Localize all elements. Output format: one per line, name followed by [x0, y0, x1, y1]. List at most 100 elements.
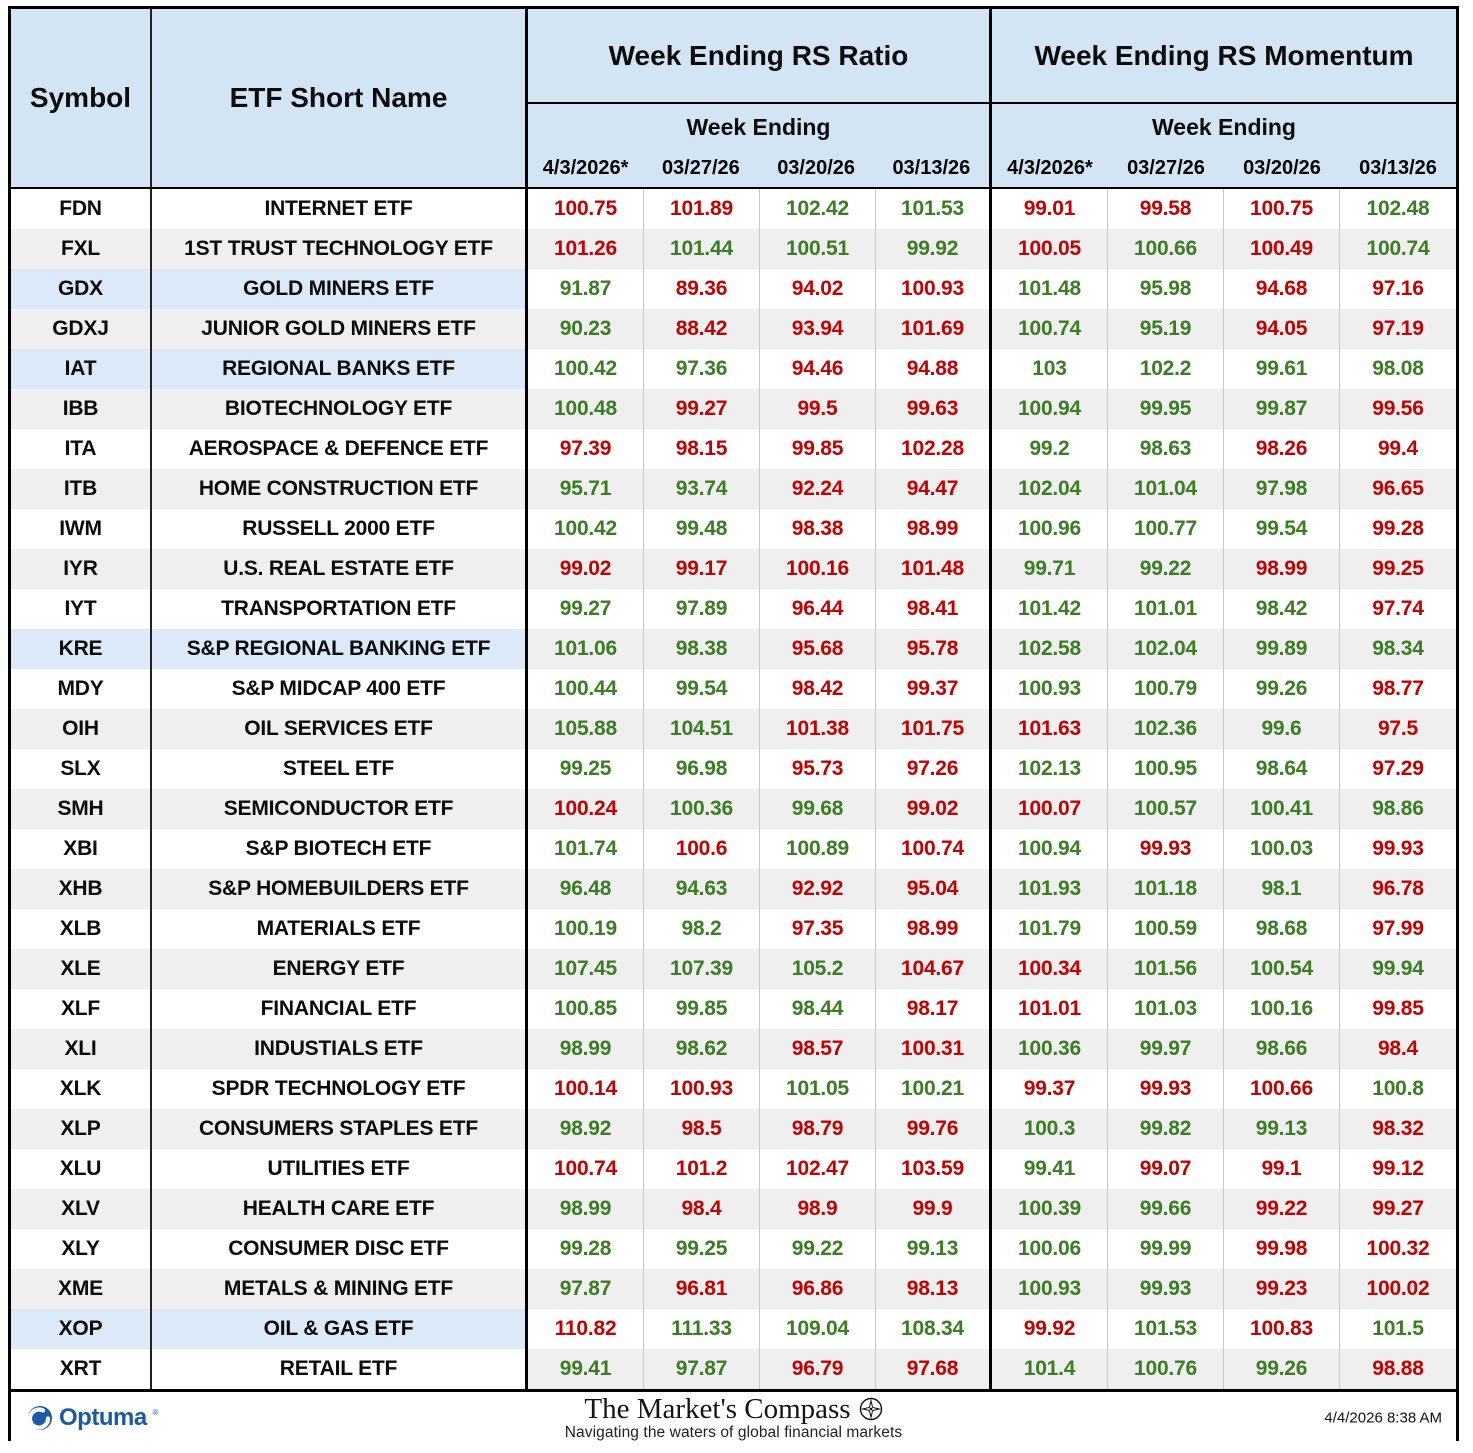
- ratio-value-cell: 104.67: [876, 949, 992, 989]
- momentum-value-cell: 100.74: [1340, 229, 1456, 269]
- ratio-value-cell: 96.48: [528, 869, 644, 909]
- date-column-header: 03/27/26: [661, 157, 740, 179]
- momentum-value-cell: 98.88: [1340, 1349, 1456, 1389]
- ratio-value-cell: 101.06: [528, 629, 644, 669]
- momentum-value-cell: 99.93: [1108, 829, 1224, 869]
- momentum-value-cell: 101.79: [992, 909, 1108, 949]
- ratio-value-cell: 100.85: [528, 989, 644, 1029]
- ratio-value-cell: 98.17: [876, 989, 992, 1029]
- momentum-value-cell: 100.03: [1224, 829, 1340, 869]
- momentum-value-cell: 99.22: [1224, 1189, 1340, 1229]
- momentum-value-cell: 102.13: [992, 749, 1108, 789]
- momentum-value-cell: 97.74: [1340, 589, 1456, 629]
- dates-group: 4/3/2026* 03/27/26 03/20/26 03/13/26: [992, 150, 1456, 187]
- symbol-cell: XME: [11, 1269, 152, 1309]
- symbol-cell: KRE: [11, 629, 152, 669]
- symbol-cell: IYR: [11, 549, 152, 589]
- momentum-value-cell: 100.75: [1224, 189, 1340, 229]
- ratio-value-cell: 99.92: [876, 229, 992, 269]
- ratio-value-cell: 99.02: [876, 789, 992, 829]
- momentum-value-cell: 100.93: [992, 1269, 1108, 1309]
- report-timestamp: 4/4/2026 8:38 AM: [1324, 1409, 1442, 1426]
- momentum-value-cell: 100.8: [1340, 1069, 1456, 1109]
- table-row: IYR U.S. REAL ESTATE ETF 99.02 99.17 100.16 1…: [11, 549, 1456, 589]
- date-column-header: 03/13/26: [892, 157, 971, 179]
- table-row: OIH OIL SERVICES ETF 105.88 104.51 101.38 101…: [11, 709, 1456, 749]
- momentum-value-cell: 100.39: [992, 1189, 1108, 1229]
- table-row: MDY S&P MIDCAP 400 ETF 100.44 99.54 98.42 99.…: [11, 669, 1456, 709]
- symbol-cell: IAT: [11, 349, 152, 389]
- optuma-logo: Optuma ®: [27, 1404, 159, 1432]
- ratio-value-cell: 100.16: [760, 549, 876, 589]
- name-cell: OIL SERVICES ETF: [152, 709, 528, 749]
- momentum-value-cell: 94.05: [1224, 309, 1340, 349]
- ratio-value-cell: 101.05: [760, 1069, 876, 1109]
- momentum-value-cell: 102.58: [992, 629, 1108, 669]
- symbol-cell: OIH: [11, 709, 152, 749]
- week-ending-subheader-momentum: Week Ending: [1152, 113, 1296, 140]
- symbol-column-header: Symbol: [11, 9, 152, 187]
- momentum-value-cell: 97.29: [1340, 749, 1456, 789]
- name-cell: S&P REGIONAL BANKING ETF: [152, 629, 528, 669]
- momentum-value-cell: 100.54: [1224, 949, 1340, 989]
- table-row: FDN INTERNET ETF 100.75 101.89 102.42 101.53 9…: [11, 189, 1456, 229]
- momentum-value-cell: 100.36: [992, 1029, 1108, 1069]
- ratio-value-cell: 98.5: [644, 1109, 760, 1149]
- momentum-value-cell: 100.76: [1108, 1349, 1224, 1389]
- momentum-value-cell: 101.93: [992, 869, 1108, 909]
- momentum-value-cell: 98.99: [1224, 549, 1340, 589]
- momentum-value-cell: 99.58: [1108, 189, 1224, 229]
- name-cell: UTILITIES ETF: [152, 1149, 528, 1189]
- momentum-value-cell: 100.49: [1224, 229, 1340, 269]
- name-cell: S&P MIDCAP 400 ETF: [152, 669, 528, 709]
- ratio-value-cell: 100.51: [760, 229, 876, 269]
- momentum-value-cell: 99.4: [1340, 429, 1456, 469]
- name-cell: SEMICONDUCTOR ETF: [152, 789, 528, 829]
- ratio-value-cell: 98.62: [644, 1029, 760, 1069]
- momentum-value-cell: 99.41: [992, 1149, 1108, 1189]
- ratio-value-cell: 98.4: [644, 1189, 760, 1229]
- table-row: XBI S&P BIOTECH ETF 101.74 100.6 100.89 100.7…: [11, 829, 1456, 869]
- momentum-value-cell: 99.6: [1224, 709, 1340, 749]
- symbol-cell: ITB: [11, 469, 152, 509]
- table-row: XRT RETAIL ETF 99.41 97.87 96.79 97.68 101.4 10…: [11, 1349, 1456, 1389]
- ratio-value-cell: 99.68: [760, 789, 876, 829]
- publisher-title: The Market's Compass: [584, 1393, 851, 1426]
- ratio-value-cell: 97.26: [876, 749, 992, 789]
- table-header: Symbol ETF Short Name Week Ending RS Rat…: [11, 9, 1456, 189]
- ratio-value-cell: 98.99: [876, 909, 992, 949]
- ratio-value-cell: 99.27: [528, 589, 644, 629]
- table-row: GDXJ JUNIOR GOLD MINERS ETF 90.23 88.42 93.9…: [11, 309, 1456, 349]
- ratio-value-cell: 95.78: [876, 629, 992, 669]
- momentum-value-cell: 101.56: [1108, 949, 1224, 989]
- ratio-value-cell: 98.79: [760, 1109, 876, 1149]
- momentum-value-cell: 100.57: [1108, 789, 1224, 829]
- momentum-value-cell: 95.98: [1108, 269, 1224, 309]
- ratio-value-cell: 100.93: [876, 269, 992, 309]
- ratio-value-cell: 100.24: [528, 789, 644, 829]
- table-row: XLU UTILITIES ETF 100.74 101.2 102.47 103.59 9…: [11, 1149, 1456, 1189]
- ratio-value-cell: 91.87: [528, 269, 644, 309]
- ratio-value-cell: 99.27: [644, 389, 760, 429]
- ratio-value-cell: 89.36: [644, 269, 760, 309]
- ratio-value-cell: 99.25: [644, 1229, 760, 1269]
- etf-name-column-header: ETF Short Name: [152, 9, 528, 187]
- momentum-value-cell: 99.37: [992, 1069, 1108, 1109]
- ratio-value-cell: 95.68: [760, 629, 876, 669]
- momentum-value-cell: 101.63: [992, 709, 1108, 749]
- ratio-value-cell: 96.79: [760, 1349, 876, 1389]
- ratio-value-cell: 99.37: [876, 669, 992, 709]
- name-cell: FINANCIAL ETF: [152, 989, 528, 1029]
- ratio-value-cell: 93.94: [760, 309, 876, 349]
- ratio-value-cell: 111.33: [644, 1309, 760, 1349]
- ratio-value-cell: 100.48: [528, 389, 644, 429]
- ratio-value-cell: 100.6: [644, 829, 760, 869]
- table-row: IYT TRANSPORTATION ETF 99.27 97.89 96.44 98.4…: [11, 589, 1456, 629]
- ratio-value-cell: 95.71: [528, 469, 644, 509]
- momentum-value-cell: 98.4: [1340, 1029, 1456, 1069]
- name-cell: BIOTECHNOLOGY ETF: [152, 389, 528, 429]
- ratio-value-cell: 107.39: [644, 949, 760, 989]
- symbol-cell: XRT: [11, 1349, 152, 1389]
- ratio-value-cell: 102.47: [760, 1149, 876, 1189]
- ratio-value-cell: 99.54: [644, 669, 760, 709]
